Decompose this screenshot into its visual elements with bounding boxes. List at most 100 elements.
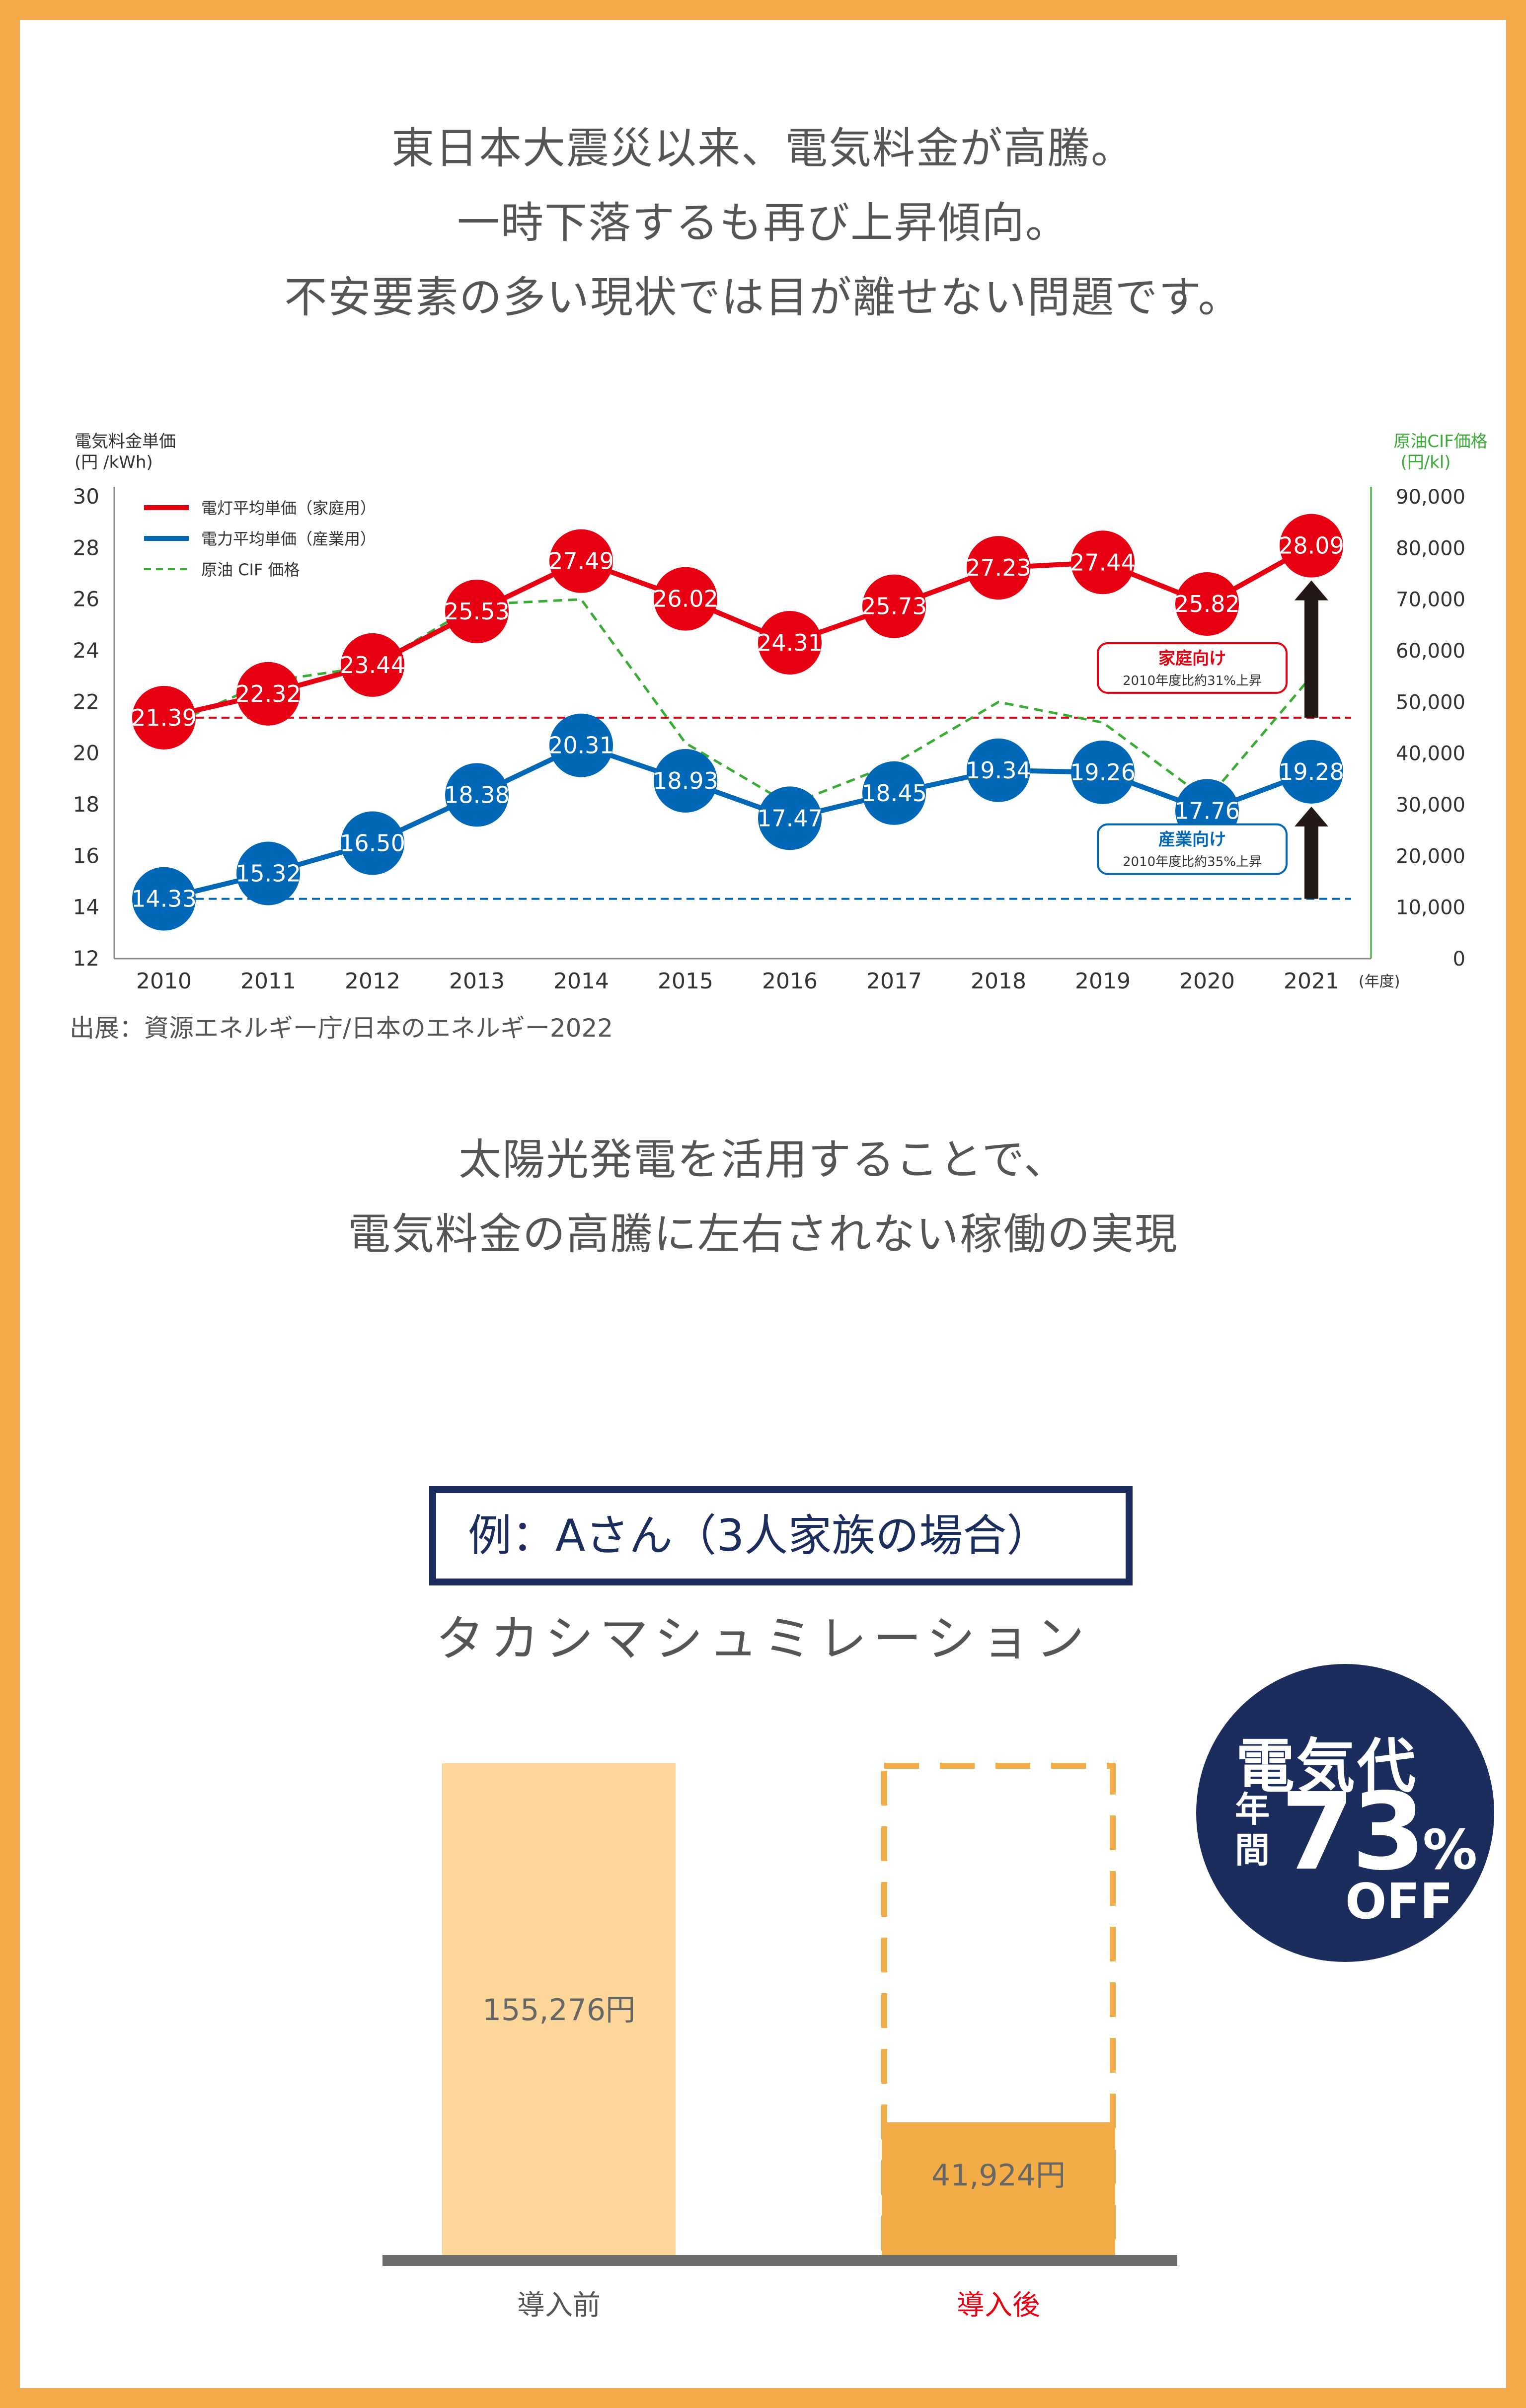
data-label: 18.38 (444, 781, 510, 808)
x-tick-label: 2019 (1075, 969, 1131, 994)
previous-amount-outline (881, 1763, 1116, 2256)
household-point (445, 579, 509, 643)
industrial-point (445, 763, 509, 827)
y-tick-label: 28 (73, 535, 99, 560)
x-tick-label: 2016 (762, 969, 818, 994)
data-label: 25.73 (861, 593, 927, 620)
data-label: 20.31 (548, 732, 614, 759)
household-point (236, 662, 300, 726)
increase-arrow-head (1295, 806, 1328, 827)
x-tick-label: 2015 (658, 969, 713, 994)
page-frame: 東日本大震災以来、電気料金が高騰。 一時下落するも再び上昇傾向。 不安要素の多い… (20, 20, 1506, 2388)
baseline (382, 2255, 1177, 2266)
y-tick-label: 24 (73, 638, 99, 663)
increase-arrow-head (1295, 580, 1328, 601)
household-point (549, 529, 613, 593)
bar-before (442, 1763, 676, 2255)
household-point (1280, 514, 1343, 578)
example-box: 例：Aさん（3人家族の場合） (429, 1486, 1133, 1585)
y-tick-label: 18 (73, 792, 99, 817)
household-point (132, 685, 196, 750)
data-label: 18.93 (653, 767, 718, 794)
badge-title: 電気代 (1236, 1732, 1418, 1801)
y2-tick-label: 30,000 (1396, 794, 1465, 817)
data-label: 17.76 (1174, 797, 1240, 824)
data-label: 26.02 (653, 586, 718, 612)
y2-tick-label: 20,000 (1396, 845, 1465, 868)
y2-tick-label: 80,000 (1396, 537, 1465, 560)
y-tick-label: 20 (73, 741, 99, 765)
y-axis-label: 電気料金単価 (75, 432, 176, 452)
y-tick-label: 30 (73, 484, 99, 509)
increase-arrow-shaft (1304, 816, 1318, 899)
industrial-point (1280, 740, 1343, 804)
y2-tick-label: 60,000 (1396, 640, 1465, 663)
data-label: 25.53 (444, 598, 510, 625)
data-label: 27.44 (1070, 549, 1136, 576)
solar-text: 太陽光発電を活用することで、 電気料金の高騰に左右されない稼働の実現 (20, 1123, 1506, 1272)
data-label: 18.45 (861, 780, 927, 807)
intro-text: 東日本大震災以来、電気料金が高騰。 一時下落するも再び上昇傾向。 不安要素の多い… (20, 111, 1506, 335)
legend-label: 原油 CIF 価格 (201, 560, 300, 579)
annotation-box (1097, 823, 1288, 875)
simulation-title: タカシマシュミレーション (435, 1611, 1091, 1667)
badge-period: 年間 (1235, 1789, 1270, 1871)
data-label: 27.49 (548, 548, 614, 575)
legend-label: 電灯平均単価（家庭用） (201, 499, 376, 518)
household-point (1071, 530, 1135, 595)
annotation-title: 産業向け (1158, 830, 1226, 850)
intro-line: 東日本大震災以来、電気料金が高騰。 (391, 124, 1135, 173)
y-tick-label: 22 (73, 689, 99, 714)
annotation-text: 2010年度比約35%上昇 (1123, 855, 1262, 870)
y-tick-label: 12 (73, 946, 99, 971)
intro-line: 不安要素の多い現状では目が離せない問題です。 (284, 273, 1242, 322)
industrial-point (236, 841, 300, 905)
badge-off: OFF (1345, 1874, 1453, 1930)
data-label: 17.47 (757, 805, 823, 831)
bar-category-label: 導入前 (517, 2289, 601, 2322)
solar-line: 電気料金の高騰に左右されない稼働の実現 (348, 1209, 1178, 1259)
industrial-point (654, 749, 717, 813)
y2-tick-label: 90,000 (1396, 486, 1465, 509)
solar-line: 太陽光発電を活用することで、 (458, 1135, 1068, 1185)
household-point (1175, 572, 1239, 636)
industrial-point (758, 786, 822, 850)
x-tick-label: 2021 (1284, 969, 1339, 994)
y-axis-label: (円 /kWh) (75, 452, 153, 472)
y2-tick-label: 50,000 (1396, 691, 1465, 714)
y2-tick-label: 40,000 (1396, 743, 1465, 765)
data-label: 28.09 (1279, 532, 1344, 559)
x-unit-label: (年度) (1359, 973, 1400, 990)
x-tick-label: 2010 (136, 969, 192, 994)
y2-tick-label: 10,000 (1396, 897, 1465, 919)
x-tick-label: 2014 (553, 969, 609, 994)
y2-tick-label: 70,000 (1396, 589, 1465, 611)
data-label: 14.33 (131, 886, 197, 912)
y-tick-label: 16 (73, 843, 99, 868)
data-label: 19.26 (1070, 759, 1136, 786)
badge-percent-sign: % (1422, 1818, 1478, 1881)
annotation-text: 2010年度比約31%上昇 (1123, 674, 1262, 688)
y-tick-label: 26 (73, 587, 99, 611)
annotation-box (1097, 642, 1288, 694)
industrial-point (341, 811, 404, 875)
industrial-point (132, 867, 196, 931)
bar-after (882, 2122, 1115, 2255)
data-label: 15.32 (235, 860, 301, 887)
increase-arrow-shaft (1304, 590, 1318, 718)
source-note: 出展：資源エネルギー庁/日本のエネルギー2022 (70, 1014, 613, 1043)
industrial-point (862, 761, 926, 825)
x-tick-label: 2018 (971, 969, 1026, 994)
savings-badge: 電気代 年間 73% OFF (1196, 1664, 1494, 1962)
household-point (341, 633, 404, 697)
y2-axis-label: (円/kl) (1400, 452, 1450, 472)
data-label: 25.82 (1174, 591, 1240, 617)
household-point (862, 574, 926, 638)
x-tick-label: 2020 (1179, 969, 1235, 994)
series-line-crude-oil (163, 598, 1312, 806)
electricity-price-chart: 電気料金単価(円 /kWh) 原油CIF価格(円/kl) 12 14 16 18 20 22 2… (73, 432, 1488, 994)
data-label: 19.34 (966, 757, 1031, 784)
y2-axis-label: 原油CIF価格 (1393, 432, 1487, 452)
household-point (967, 536, 1030, 600)
